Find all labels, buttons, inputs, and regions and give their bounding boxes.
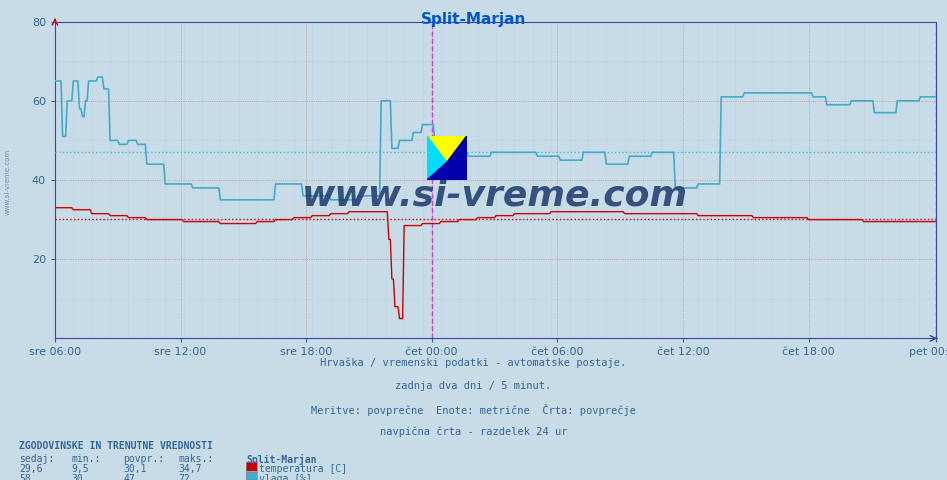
Text: temperatura [C]: temperatura [C] xyxy=(259,464,348,474)
Text: Split-Marjan: Split-Marjan xyxy=(246,454,316,465)
Text: 47: 47 xyxy=(123,474,134,480)
Text: 29,6: 29,6 xyxy=(19,464,43,474)
Text: www.si-vreme.com: www.si-vreme.com xyxy=(302,179,688,213)
Polygon shape xyxy=(427,136,467,180)
Text: Split-Marjan: Split-Marjan xyxy=(420,12,527,27)
Text: vlaga [%]: vlaga [%] xyxy=(259,474,313,480)
Text: Meritve: povprečne  Enote: metrične  Črta: povprečje: Meritve: povprečne Enote: metrične Črta:… xyxy=(311,404,636,416)
Text: Hrvaška / vremenski podatki - avtomatske postaje.: Hrvaška / vremenski podatki - avtomatske… xyxy=(320,358,627,368)
Text: ZGODOVINSKE IN TRENUTNE VREDNOSTI: ZGODOVINSKE IN TRENUTNE VREDNOSTI xyxy=(19,441,213,451)
Text: maks.:: maks.: xyxy=(178,454,213,464)
Polygon shape xyxy=(427,136,447,180)
Text: 30,1: 30,1 xyxy=(123,464,147,474)
Text: sedaj:: sedaj: xyxy=(19,454,54,464)
Text: zadnja dva dni / 5 minut.: zadnja dva dni / 5 minut. xyxy=(396,381,551,391)
Text: min.:: min.: xyxy=(71,454,100,464)
Text: navpična črta - razdelek 24 ur: navpična črta - razdelek 24 ur xyxy=(380,427,567,437)
Text: www.si-vreme.com: www.si-vreme.com xyxy=(5,149,10,216)
Text: 58: 58 xyxy=(19,474,30,480)
Text: 72: 72 xyxy=(178,474,189,480)
Text: 9,5: 9,5 xyxy=(71,464,89,474)
Text: 30: 30 xyxy=(71,474,82,480)
Text: povpr.:: povpr.: xyxy=(123,454,164,464)
Text: 34,7: 34,7 xyxy=(178,464,202,474)
Polygon shape xyxy=(427,136,467,162)
